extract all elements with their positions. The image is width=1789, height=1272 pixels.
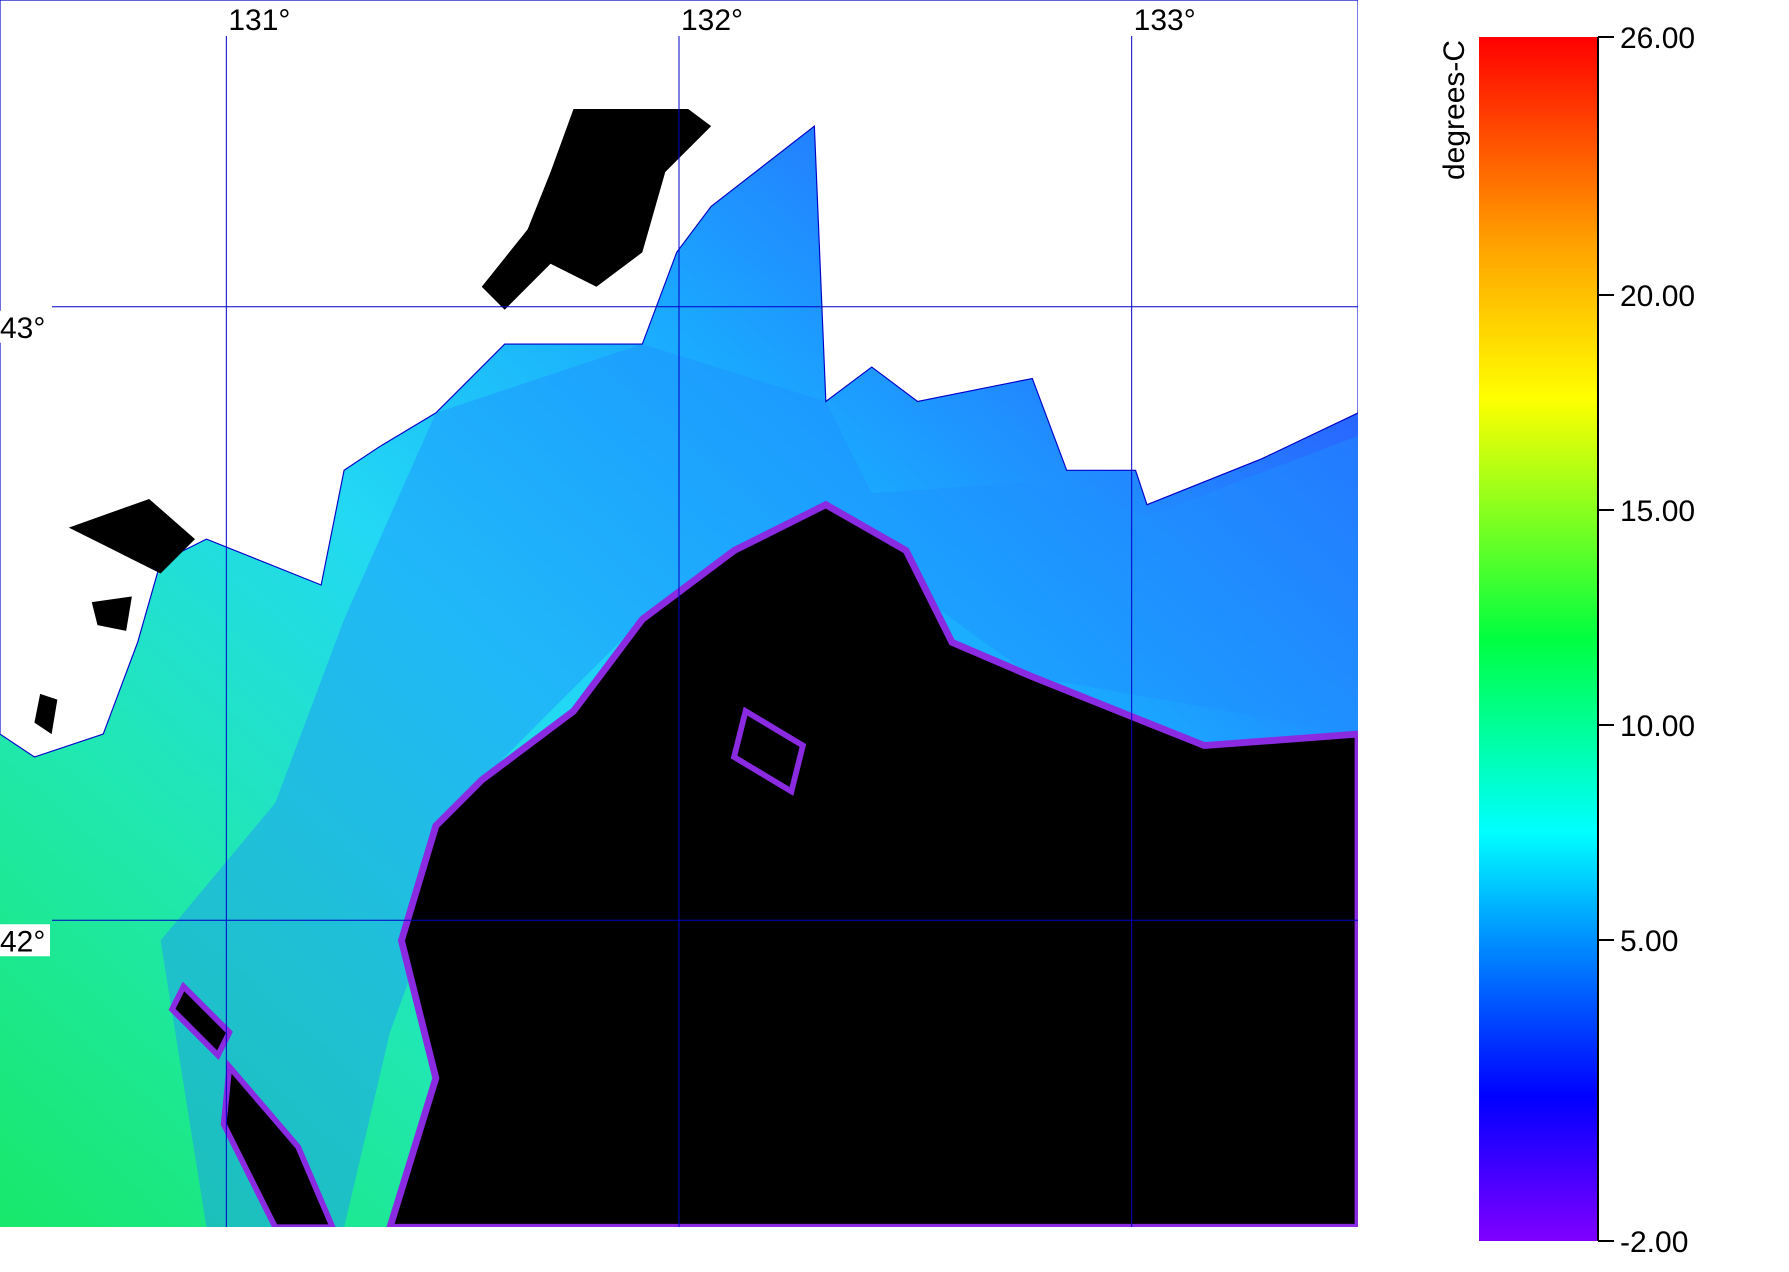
x-tick-label: 132° [681, 4, 743, 37]
x-tick-label: 133° [1134, 4, 1196, 37]
y-tick-label: 43° [0, 312, 45, 345]
coastal-fill [34, 498, 195, 735]
colorbar-tick-label: 10.00 [1620, 710, 1695, 743]
colorbar-tick-label: 5.00 [1620, 925, 1678, 958]
cold-band [160, 344, 1358, 1227]
x-tick-label: 131° [228, 4, 290, 37]
colorbar-tick-label: 20.00 [1620, 280, 1695, 313]
no-data-area [386, 500, 1358, 1227]
label-background [0, 924, 50, 957]
colorbar-tick-label: 26.00 [1620, 22, 1695, 55]
colorbar [1479, 37, 1598, 1241]
land [0, 0, 1358, 758]
no-data-area [168, 706, 807, 1227]
colorbar-title: degrees-C [1438, 40, 1471, 180]
colorbar-tick-label: -2.00 [1620, 1226, 1688, 1259]
label-background [0, 310, 50, 343]
colorbar-tick-label: 15.00 [1620, 495, 1695, 528]
y-tick-label: 42° [0, 925, 45, 958]
map-shapes [0, 0, 1358, 1227]
coastal-fill [481, 108, 712, 310]
